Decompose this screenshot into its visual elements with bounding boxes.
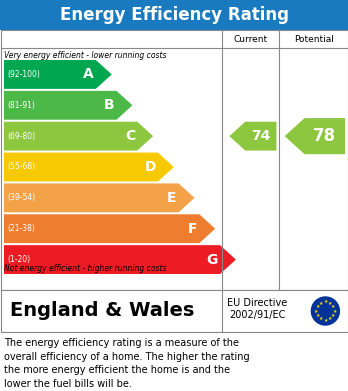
Polygon shape bbox=[4, 152, 174, 181]
Bar bbox=[0, 30, 348, 290]
Bar bbox=[0, 0, 348, 30]
Text: D: D bbox=[144, 160, 156, 174]
Text: EU Directive
2002/91/EC: EU Directive 2002/91/EC bbox=[227, 298, 287, 320]
Text: The energy efficiency rating is a measure of the: The energy efficiency rating is a measur… bbox=[4, 338, 239, 348]
Text: ★: ★ bbox=[319, 316, 323, 321]
Text: lower the fuel bills will be.: lower the fuel bills will be. bbox=[4, 379, 132, 389]
Text: A: A bbox=[83, 67, 94, 81]
Text: overall efficiency of a home. The higher the rating: overall efficiency of a home. The higher… bbox=[4, 352, 250, 362]
Polygon shape bbox=[4, 183, 195, 212]
Polygon shape bbox=[4, 214, 215, 243]
Text: ★: ★ bbox=[315, 313, 320, 318]
Text: (81-91): (81-91) bbox=[7, 101, 35, 110]
Text: E: E bbox=[167, 191, 177, 205]
Text: 78: 78 bbox=[313, 127, 336, 145]
Text: Energy Efficiency Rating: Energy Efficiency Rating bbox=[60, 6, 288, 24]
Text: Current: Current bbox=[234, 34, 268, 43]
Text: (55-68): (55-68) bbox=[7, 163, 35, 172]
Polygon shape bbox=[4, 122, 153, 151]
Polygon shape bbox=[4, 91, 132, 120]
Text: Not energy efficient - higher running costs: Not energy efficient - higher running co… bbox=[4, 264, 166, 273]
Text: Potential: Potential bbox=[294, 34, 334, 43]
Text: England & Wales: England & Wales bbox=[10, 301, 194, 321]
Text: C: C bbox=[125, 129, 135, 143]
Polygon shape bbox=[229, 122, 276, 151]
Text: G: G bbox=[207, 253, 218, 267]
Polygon shape bbox=[4, 60, 112, 89]
Circle shape bbox=[311, 297, 339, 325]
Bar bbox=[0, 290, 348, 332]
Text: ★: ★ bbox=[323, 300, 327, 305]
Text: ★: ★ bbox=[331, 313, 335, 318]
Text: (39-54): (39-54) bbox=[7, 194, 35, 203]
Text: (92-100): (92-100) bbox=[7, 70, 40, 79]
Polygon shape bbox=[4, 245, 236, 274]
Text: B: B bbox=[104, 98, 114, 112]
Text: ★: ★ bbox=[328, 301, 332, 306]
Text: ★: ★ bbox=[314, 308, 318, 314]
Polygon shape bbox=[285, 118, 345, 154]
Text: (1-20): (1-20) bbox=[7, 255, 30, 264]
Text: ★: ★ bbox=[331, 304, 335, 309]
Text: ★: ★ bbox=[328, 316, 332, 321]
Text: the more energy efficient the home is and the: the more energy efficient the home is an… bbox=[4, 365, 230, 375]
Text: ★: ★ bbox=[315, 304, 320, 309]
Text: ★: ★ bbox=[332, 308, 337, 314]
Text: 74: 74 bbox=[251, 129, 270, 143]
Text: F: F bbox=[188, 222, 197, 236]
Text: (21-38): (21-38) bbox=[7, 224, 35, 233]
Text: Very energy efficient - lower running costs: Very energy efficient - lower running co… bbox=[4, 51, 166, 60]
Text: ★: ★ bbox=[319, 301, 323, 306]
Text: ★: ★ bbox=[323, 317, 327, 323]
Text: (69-80): (69-80) bbox=[7, 132, 35, 141]
